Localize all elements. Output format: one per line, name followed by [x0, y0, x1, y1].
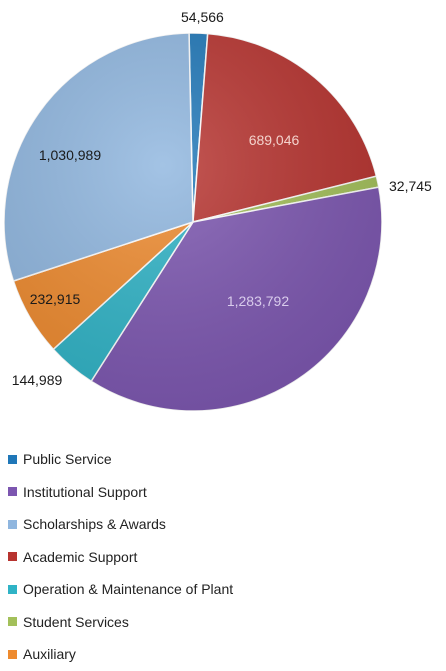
legend-swatch: [8, 552, 17, 562]
pie-chart: 54,566 689,046 32,745 1,283,792 144,989 232,9…: [3, 9, 432, 412]
legend-label: Scholarships & Awards: [23, 516, 166, 533]
legend-item-public-service: Public Service: [8, 443, 438, 476]
legend-swatch: [8, 519, 17, 529]
legend-item-scholarships-and-awards: Scholarships & Awards: [8, 508, 438, 541]
data-label-institutional-support: 1,283,792: [227, 293, 289, 309]
legend-label: Operation & Maintenance of Plant: [23, 581, 234, 598]
legend-swatch: [8, 584, 17, 594]
legend-label: Institutional Support: [23, 483, 147, 500]
legend-swatch: [8, 649, 17, 659]
legend-swatch: [8, 454, 17, 464]
pie-chart-svg: 54,566 689,046 32,745 1,283,792 144,989 232,9…: [3, 9, 432, 412]
legend-item-student-services: Student Services: [8, 606, 438, 639]
legend-item-auxiliary: Auxiliary: [8, 638, 438, 671]
data-label-scholarships-and-awards: 1,030,989: [39, 147, 101, 163]
legend-item-academic-support: Academic Support: [8, 541, 438, 574]
legend-label: Auxiliary: [23, 646, 76, 663]
data-label-academic-support: 689,046: [249, 132, 300, 148]
data-label-auxiliary: 232,915: [30, 291, 81, 307]
legend: Public Service Institutional Support Schol…: [8, 443, 438, 671]
legend-item-institutional-support: Institutional Support: [8, 476, 438, 509]
legend-swatch: [8, 617, 17, 627]
data-label-public-service: 54,566: [181, 9, 224, 25]
legend-item-operation-and-maintenance-of-plant: Operation & Maintenance of Plant: [8, 573, 438, 606]
legend-swatch: [8, 487, 17, 497]
data-label-operation-and-maintenance-of-plant: 144,989: [12, 372, 63, 388]
data-label-student-services: 32,745: [389, 178, 432, 194]
legend-label: Public Service: [23, 451, 112, 468]
legend-label: Academic Support: [23, 548, 138, 565]
legend-label: Student Services: [23, 613, 129, 630]
